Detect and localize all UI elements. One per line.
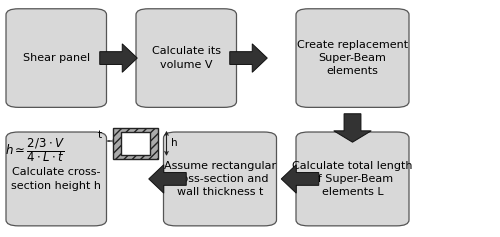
Text: h: h [171,138,178,148]
FancyBboxPatch shape [6,132,106,226]
Text: Calculate total length
of Super-Beam
elements L: Calculate total length of Super-Beam ele… [292,161,413,197]
Polygon shape [100,44,137,72]
FancyBboxPatch shape [120,132,150,155]
Text: Calculate its
volume V: Calculate its volume V [152,46,221,70]
Text: $h \simeq \dfrac{2/3 \cdot V}{4 \cdot L \cdot t}$: $h \simeq \dfrac{2/3 \cdot V}{4 \cdot L … [5,137,65,164]
FancyBboxPatch shape [112,128,158,159]
FancyBboxPatch shape [164,132,276,226]
Text: Shear panel: Shear panel [22,53,90,63]
Text: Create replacement
Super-Beam
elements: Create replacement Super-Beam elements [297,40,408,76]
Polygon shape [281,165,319,193]
FancyBboxPatch shape [6,9,106,107]
Text: t: t [98,130,102,140]
FancyBboxPatch shape [296,9,409,107]
Polygon shape [230,44,267,72]
Polygon shape [149,165,186,193]
FancyBboxPatch shape [136,9,236,107]
Text: Calculate cross-
section height h: Calculate cross- section height h [11,167,101,191]
Polygon shape [334,114,371,142]
FancyBboxPatch shape [296,132,409,226]
Text: Assume rectangular
cross-section and
wall thickness t: Assume rectangular cross-section and wal… [164,161,276,197]
